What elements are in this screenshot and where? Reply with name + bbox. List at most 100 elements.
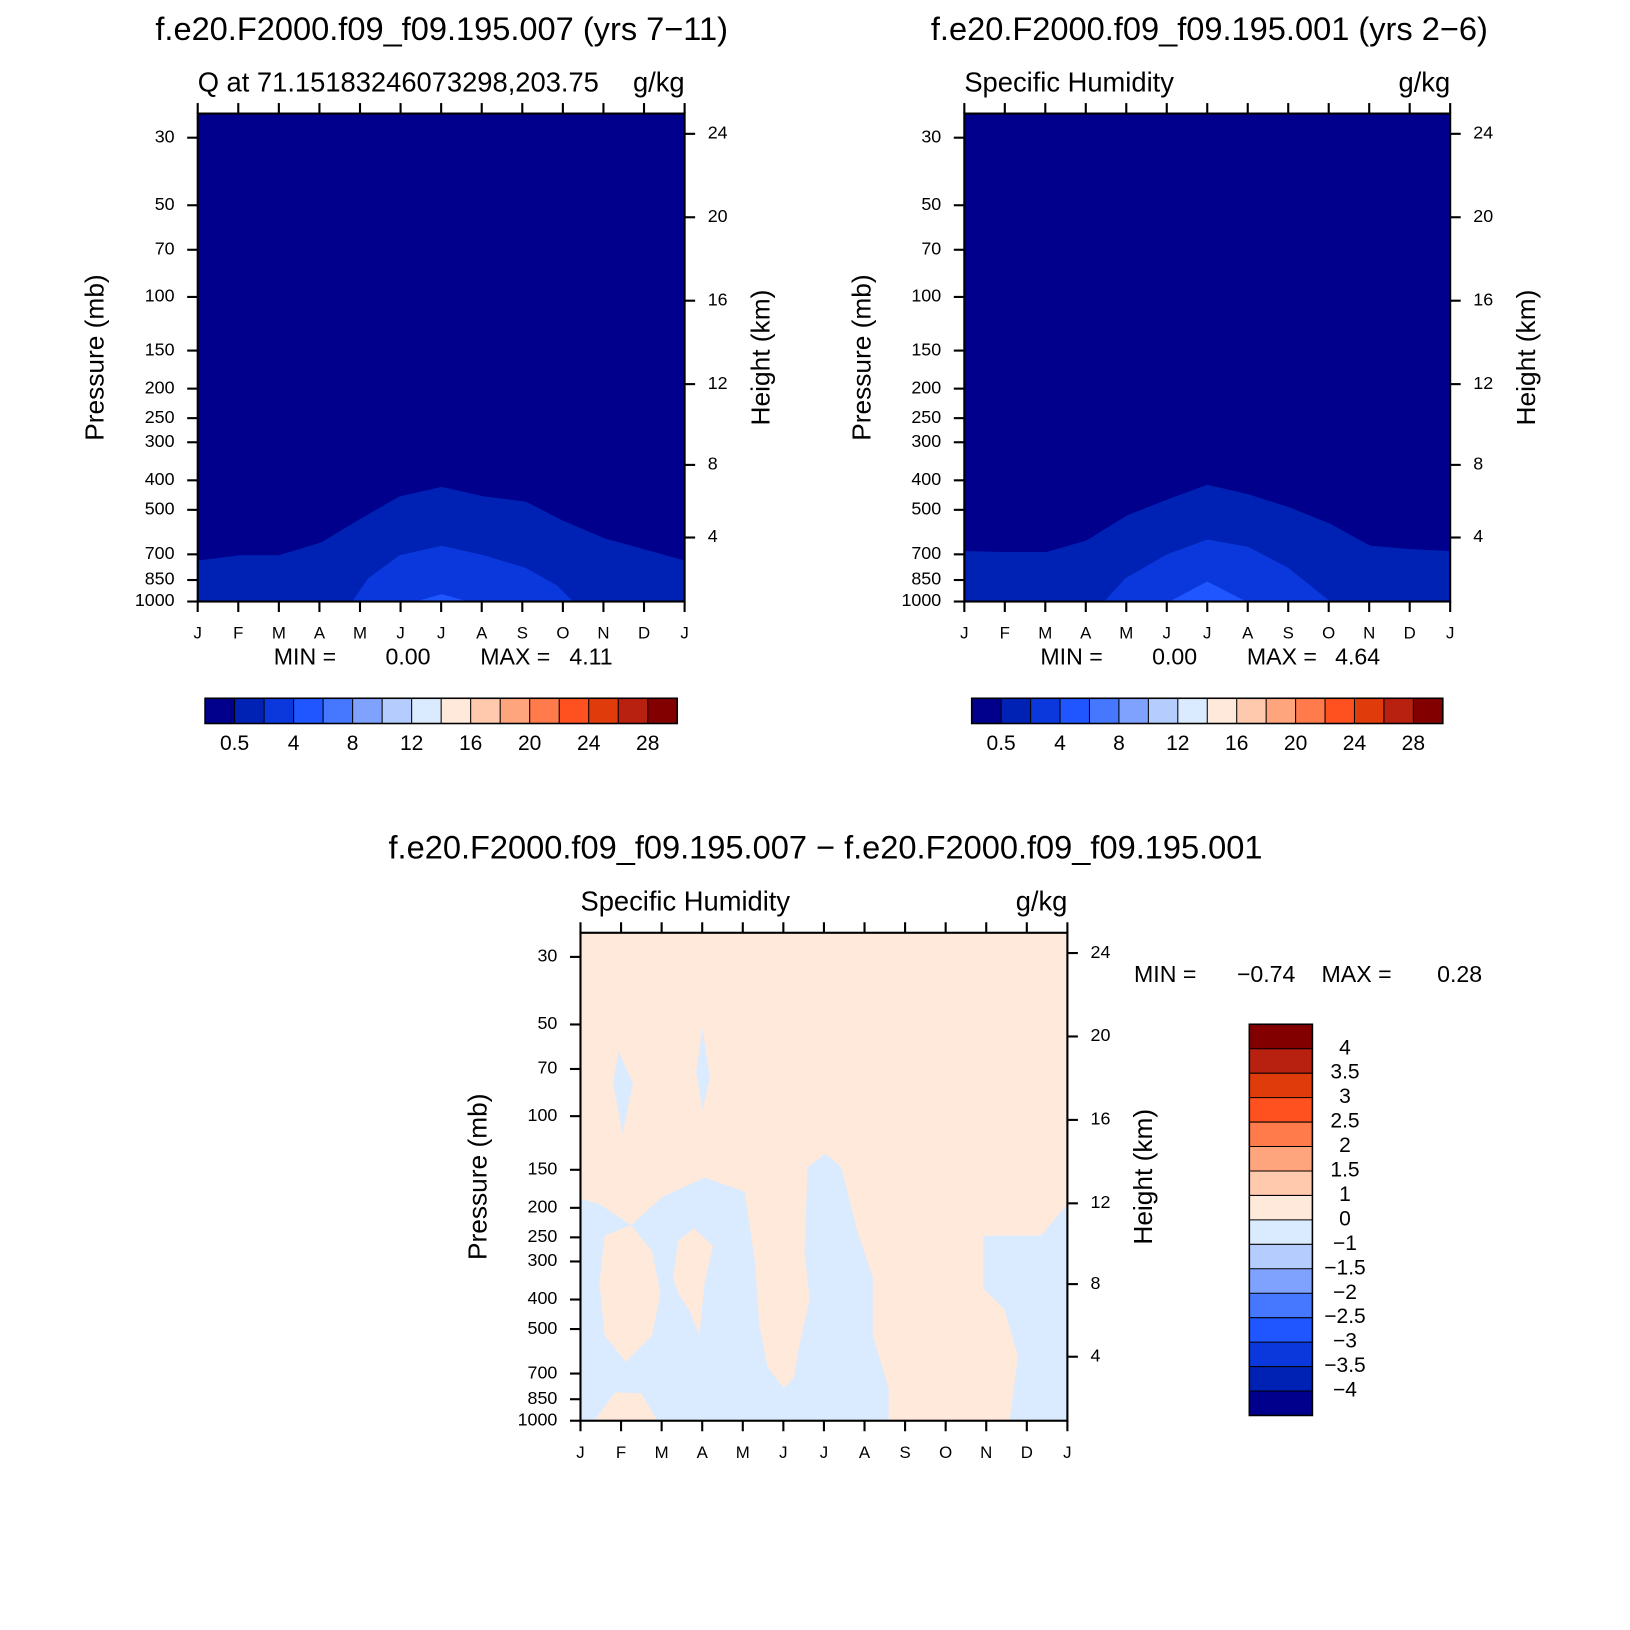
x-tick-label: M	[272, 624, 286, 643]
y-tick-label: 850	[911, 569, 941, 589]
colorbar-label: 2	[1339, 1134, 1351, 1157]
colorbar-box	[382, 698, 412, 724]
stat-text: 0.00	[1152, 643, 1197, 669]
colorbar-label: −2	[1333, 1281, 1357, 1304]
colorbar-box	[529, 698, 560, 724]
contour-fill	[197, 486, 685, 602]
colorbar-box	[441, 698, 471, 724]
colorbar-box	[1249, 1366, 1313, 1392]
y2-tick-label: 4	[1473, 526, 1483, 546]
colorbar-box	[1177, 698, 1208, 724]
colorbar-label: 3	[1339, 1085, 1351, 1108]
stat-text: MIN =	[274, 643, 336, 669]
colorbar-box	[588, 698, 619, 724]
y2-tick-label: 24	[1091, 942, 1111, 962]
colorbar-label: 16	[1225, 732, 1248, 755]
colorbar-box	[1295, 698, 1326, 724]
right-string: g/kg	[633, 66, 685, 97]
x-tick-label: J	[194, 624, 202, 643]
colorbar-label: 20	[518, 732, 541, 755]
y2-tick-label: 16	[1473, 289, 1493, 309]
x-tick-label: O	[1322, 624, 1335, 643]
colorbar-box	[1266, 698, 1296, 724]
y2-tick-label: 16	[1091, 1109, 1111, 1129]
y-tick-label: 700	[528, 1362, 558, 1382]
stat-text: 4.64	[1335, 643, 1380, 669]
colorbar-box	[1249, 1097, 1313, 1123]
colorbar-label: 4	[1339, 1036, 1351, 1059]
x-tick-label: J	[1063, 1443, 1071, 1462]
colorbar-label: 16	[459, 732, 482, 755]
stat-text: −0.74	[1237, 961, 1296, 987]
colorbar-box	[1001, 698, 1031, 724]
y-tick-label: 100	[145, 286, 175, 306]
x-tick-label: N	[597, 624, 609, 643]
colorbar-box	[411, 698, 442, 724]
x-tick-label: A	[1080, 624, 1092, 643]
colorbar-box	[500, 698, 530, 724]
left-string: Q at 71.15183246073298,203.75	[198, 66, 599, 97]
x-tick-label: M	[736, 1443, 750, 1462]
x-tick-label: O	[556, 624, 569, 643]
right-string: g/kg	[1016, 886, 1068, 917]
contour-fill	[1169, 581, 1247, 602]
colorbar-box	[1249, 1122, 1313, 1147]
left-string: Specific Humidity	[964, 66, 1174, 97]
y-axis-label: Pressure (mb)	[846, 274, 876, 440]
colorbar-box	[1060, 698, 1090, 724]
colorbar-box	[1249, 1342, 1313, 1367]
x-tick-label: J	[1203, 624, 1211, 643]
chart-title: f.e20.F2000.f09_f09.195.007 (yrs 7−11)	[155, 10, 728, 47]
y-tick-label: 250	[911, 407, 941, 427]
x-tick-label: M	[1038, 624, 1052, 643]
colorbar-box	[1118, 698, 1149, 724]
x-tick-label: S	[899, 1443, 910, 1462]
y-tick-label: 200	[145, 377, 175, 397]
x-tick-label: N	[1363, 624, 1375, 643]
y-tick-label: 150	[911, 339, 941, 359]
y2-tick-label: 20	[1473, 206, 1493, 226]
colorbar-label: 24	[577, 732, 601, 755]
colorbar-label: 8	[347, 732, 359, 755]
colorbar-box	[1249, 1195, 1313, 1220]
x-tick-label: N	[980, 1443, 992, 1462]
y-tick-label: 100	[528, 1105, 558, 1125]
y-tick-label: 700	[145, 543, 175, 563]
x-tick-label: J	[437, 624, 445, 643]
x-tick-label: A	[314, 624, 326, 643]
colorbar-label: 28	[1402, 732, 1425, 755]
colorbar-label: 1.5	[1330, 1159, 1359, 1182]
y2-axis-label: Height (km)	[1511, 290, 1541, 426]
colorbar-label: 8	[1113, 732, 1125, 755]
x-tick-label: A	[697, 1443, 709, 1462]
x-tick-label: J	[1163, 624, 1171, 643]
y-axis-label: Pressure (mb)	[462, 1094, 492, 1260]
y2-tick-label: 24	[1473, 123, 1493, 143]
y-tick-label: 200	[528, 1197, 558, 1217]
colorbar-label: 4	[288, 732, 300, 755]
y-tick-label: 500	[528, 1318, 558, 1338]
contour-fills-2	[580, 932, 1068, 1421]
x-tick-label: A	[1242, 624, 1254, 643]
stat-text: 4.11	[569, 643, 612, 669]
x-tick-label: J	[960, 624, 968, 643]
colorbar-box	[618, 698, 648, 724]
right-string: g/kg	[1399, 66, 1451, 97]
y-tick-label: 1000	[901, 590, 941, 610]
x-tick-label: D	[1404, 624, 1416, 643]
colorbar-box	[293, 698, 324, 724]
y2-tick-label: 12	[708, 373, 728, 393]
x-tick-label: F	[233, 624, 243, 643]
stat-text: 0.00	[386, 643, 431, 669]
y-tick-label: 200	[911, 377, 941, 397]
chart-title: f.e20.F2000.f09_f09.195.001 (yrs 2−6)	[931, 10, 1488, 47]
contour-fill	[983, 1204, 1068, 1421]
y-tick-label: 150	[145, 339, 175, 359]
y-tick-label: 250	[528, 1226, 558, 1246]
x-tick-label: J	[1446, 624, 1454, 643]
y2-tick-label: 16	[708, 289, 728, 309]
colorbar-box	[1249, 1268, 1313, 1294]
colorbar-label: −1.5	[1324, 1256, 1365, 1279]
colorbar-label: 0.5	[220, 732, 249, 755]
x-tick-label: A	[476, 624, 488, 643]
